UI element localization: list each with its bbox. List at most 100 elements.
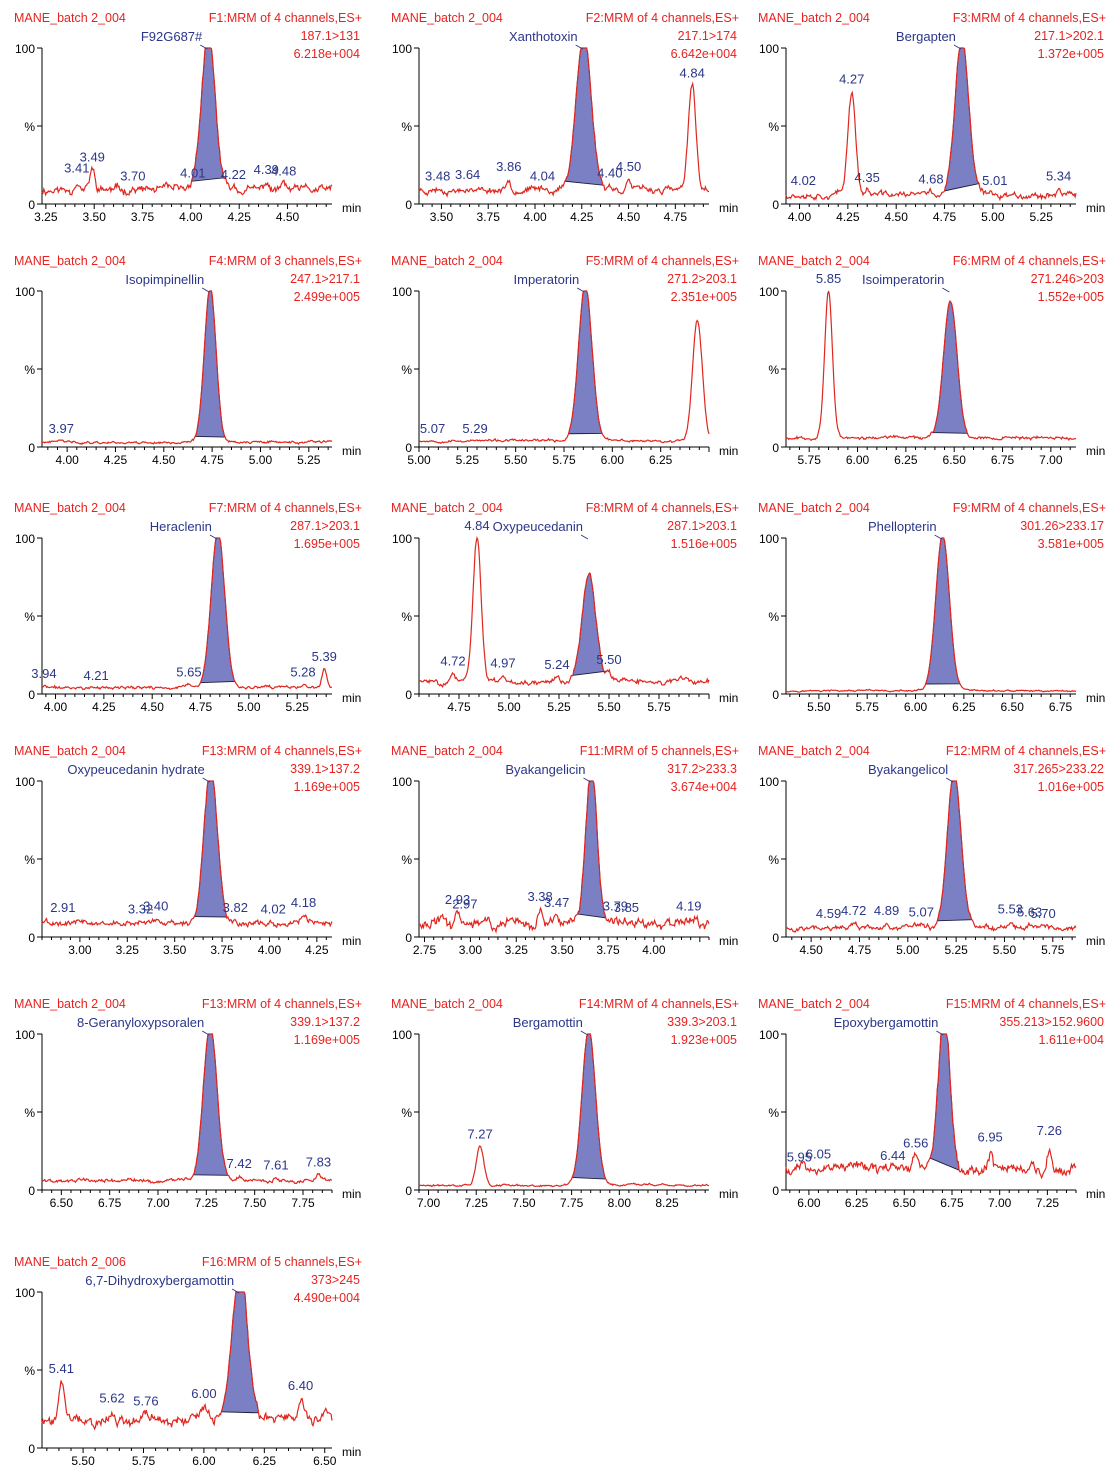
x-tick-label: 6.75 (1049, 700, 1073, 714)
x-tick-label: 4.25 (836, 210, 860, 224)
x-tick-label: 4.00 (44, 700, 68, 714)
compound-leader-line (580, 1030, 589, 1036)
x-axis-unit: min (342, 444, 361, 458)
y-tick-label-0: 0 (405, 1184, 412, 1198)
x-tick-label: 6.25 (649, 453, 673, 467)
x-tick-label: 6.50 (943, 453, 967, 467)
x-axis-unit: min (342, 201, 361, 215)
transition-label: 217.1>174 (678, 29, 737, 43)
compound-leader-line (201, 287, 210, 293)
x-tick-label: 7.75 (291, 1196, 315, 1210)
y-tick-label-0: 0 (28, 688, 35, 702)
x-tick-label: 4.25 (92, 700, 116, 714)
intensity-label: 1.923e+005 (671, 1033, 737, 1047)
x-tick-label: 6.50 (1001, 700, 1025, 714)
y-tick-label-100: 100 (15, 1028, 35, 1042)
peak-label: 3.82 (223, 900, 248, 915)
x-tick-label: 3.75 (596, 943, 620, 957)
peak-label: 7.42 (227, 1156, 252, 1171)
sample-name: MANE_batch 2_004 (14, 501, 126, 515)
y-tick-label-percent: % (24, 363, 35, 377)
peak-label: 4.21 (83, 668, 108, 683)
y-tick-label-percent: % (401, 1106, 412, 1120)
sample-name: MANE_batch 2_004 (758, 501, 870, 515)
compound-leader-line (580, 534, 589, 540)
x-tick-label: 4.50 (885, 210, 909, 224)
y-tick-label-0: 0 (405, 441, 412, 455)
x-tick-label: 7.00 (417, 1196, 441, 1210)
compound-leader-line (200, 44, 208, 50)
y-tick-label-100: 100 (15, 1286, 35, 1300)
x-tick-label: 7.25 (1036, 1196, 1060, 1210)
x-tick-label: 6.00 (797, 1196, 821, 1210)
intensity-label: 1.169e+005 (294, 780, 360, 794)
x-tick-label: 6.25 (253, 1454, 277, 1468)
x-tick-label: 4.75 (200, 453, 224, 467)
x-tick-label: 5.00 (407, 453, 431, 467)
x-tick-label: 6.50 (313, 1454, 337, 1468)
chromatogram-trace (418, 536, 710, 688)
peak-label: 5.63 (1017, 905, 1042, 920)
transition-label: 287.1>203.1 (290, 519, 360, 533)
transition-label: 317.2>233.3 (667, 762, 737, 776)
y-tick-label-100: 100 (15, 532, 35, 546)
x-tick-label: 5.00 (497, 700, 521, 714)
intensity-label: 3.581e+005 (1038, 537, 1104, 551)
x-tick-label: 6.25 (894, 453, 918, 467)
peak-label: 4.02 (261, 901, 286, 916)
x-tick-label: 8.00 (608, 1196, 632, 1210)
x-tick-label: 3.50 (163, 943, 187, 957)
compound-label: 8-Geranyloxypsoralen (77, 1015, 204, 1030)
x-tick-label: 3.25 (34, 210, 58, 224)
x-tick-label: 4.25 (305, 943, 329, 957)
peak-label: 5.41 (49, 1361, 74, 1376)
peak-label: 6.05 (806, 1147, 831, 1162)
sample-name: MANE_batch 2_004 (391, 744, 503, 758)
integrated-peak-area (929, 1033, 960, 1171)
y-tick-label-percent: % (401, 120, 412, 134)
peak-label: 3.41 (64, 161, 89, 176)
x-tick-label: 5.75 (647, 700, 671, 714)
x-tick-label: 5.25 (297, 453, 321, 467)
x-tick-label: 5.75 (1041, 943, 1065, 957)
peak-label: 4.89 (874, 903, 899, 918)
function-label: F5:MRM of 4 channels,ES+ (586, 254, 739, 268)
x-tick-label: 4.50 (141, 700, 165, 714)
sample-name: MANE_batch 2_004 (14, 11, 126, 25)
x-tick-label: 4.25 (570, 210, 594, 224)
y-tick-label-0: 0 (405, 688, 412, 702)
x-tick-label: 4.00 (788, 210, 812, 224)
y-tick-label-0: 0 (28, 1442, 35, 1456)
x-axis-unit: min (342, 1187, 361, 1201)
compound-leader-line (953, 44, 962, 50)
peak-label: 7.27 (467, 1126, 492, 1141)
chromatogram-trace (418, 1033, 710, 1188)
integrated-peak-area (220, 1291, 260, 1414)
compound-label: Bergapten (896, 29, 956, 44)
compound-label: Isopimpinellin (125, 272, 204, 287)
peak-label: 3.48 (425, 168, 450, 183)
compound-label: Byakangelicin (505, 762, 585, 777)
x-tick-label: 8.25 (655, 1196, 679, 1210)
y-tick-label-percent: % (24, 853, 35, 867)
compound-leader-line (942, 287, 950, 293)
transition-label: 301.26>233.17 (1020, 519, 1104, 533)
y-tick-label-100: 100 (759, 1028, 779, 1042)
x-tick-label: 7.25 (195, 1196, 219, 1210)
peak-label: 5.95 (787, 1150, 812, 1165)
y-tick-label-percent: % (401, 363, 412, 377)
sample-name: MANE_batch 2_006 (14, 1255, 126, 1269)
peak-label: 6.00 (191, 1386, 216, 1401)
peak-label: 3.64 (455, 167, 480, 182)
x-axis-unit: min (719, 201, 738, 215)
peak-label: 2.93 (445, 892, 470, 907)
peak-label: 5.07 (909, 905, 934, 920)
x-axis-unit: min (342, 1445, 361, 1459)
peak-label: 4.40 (597, 165, 622, 180)
peak-label: 4.97 (490, 655, 515, 670)
function-label: F13:MRM of 4 channels,ES+ (202, 744, 362, 758)
transition-label: 373>245 (311, 1273, 360, 1287)
y-tick-label-percent: % (24, 610, 35, 624)
function-label: F3:MRM of 4 channels,ES+ (953, 11, 1106, 25)
peak-label: 3.97 (49, 421, 74, 436)
